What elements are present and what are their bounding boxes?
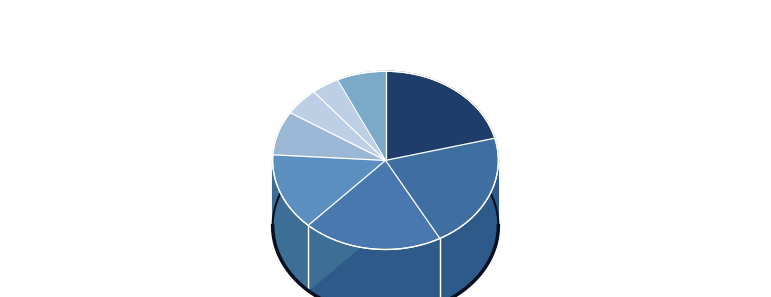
Polygon shape bbox=[273, 113, 386, 160]
Polygon shape bbox=[273, 155, 386, 225]
Polygon shape bbox=[386, 160, 440, 297]
Polygon shape bbox=[386, 138, 498, 238]
Polygon shape bbox=[308, 225, 440, 297]
Polygon shape bbox=[386, 160, 440, 297]
Polygon shape bbox=[314, 80, 386, 160]
Polygon shape bbox=[308, 160, 386, 291]
Polygon shape bbox=[273, 137, 498, 297]
Polygon shape bbox=[290, 92, 386, 160]
Polygon shape bbox=[440, 161, 498, 297]
Polygon shape bbox=[338, 71, 386, 160]
Polygon shape bbox=[308, 160, 386, 291]
Polygon shape bbox=[386, 71, 495, 160]
Polygon shape bbox=[308, 160, 440, 249]
Polygon shape bbox=[273, 161, 308, 291]
